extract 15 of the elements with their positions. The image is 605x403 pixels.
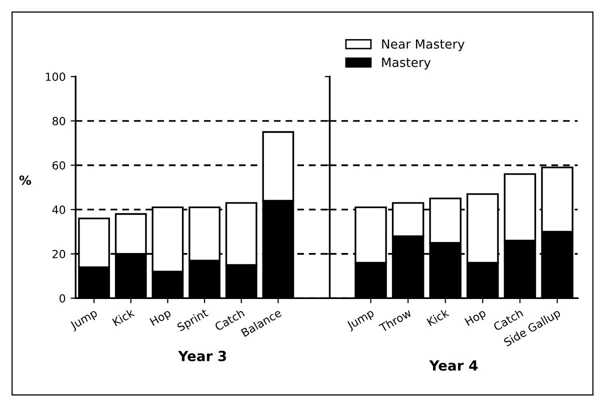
x-axis-title: Year 4 [429,360,478,371]
y-axis-title: % [19,176,32,185]
x-tick-label: Kick [426,308,450,326]
y-tick-label: 60 [52,161,66,170]
legend-label: Mastery [382,58,431,70]
y-tick-label: 80 [52,116,66,126]
y-tick-label: 40 [52,206,66,214]
legend-label: Near Mastery [382,39,464,52]
x-tick-label: Kick [112,308,136,326]
y-tick-label: 100 [46,72,66,81]
x-tick-label: Hop [150,308,173,328]
y-tick-label: 0 [60,294,66,303]
x-axis-title: Year 3 [178,350,226,362]
y-tick-label: 20 [52,250,66,258]
x-tick-label: Hop [464,308,488,328]
